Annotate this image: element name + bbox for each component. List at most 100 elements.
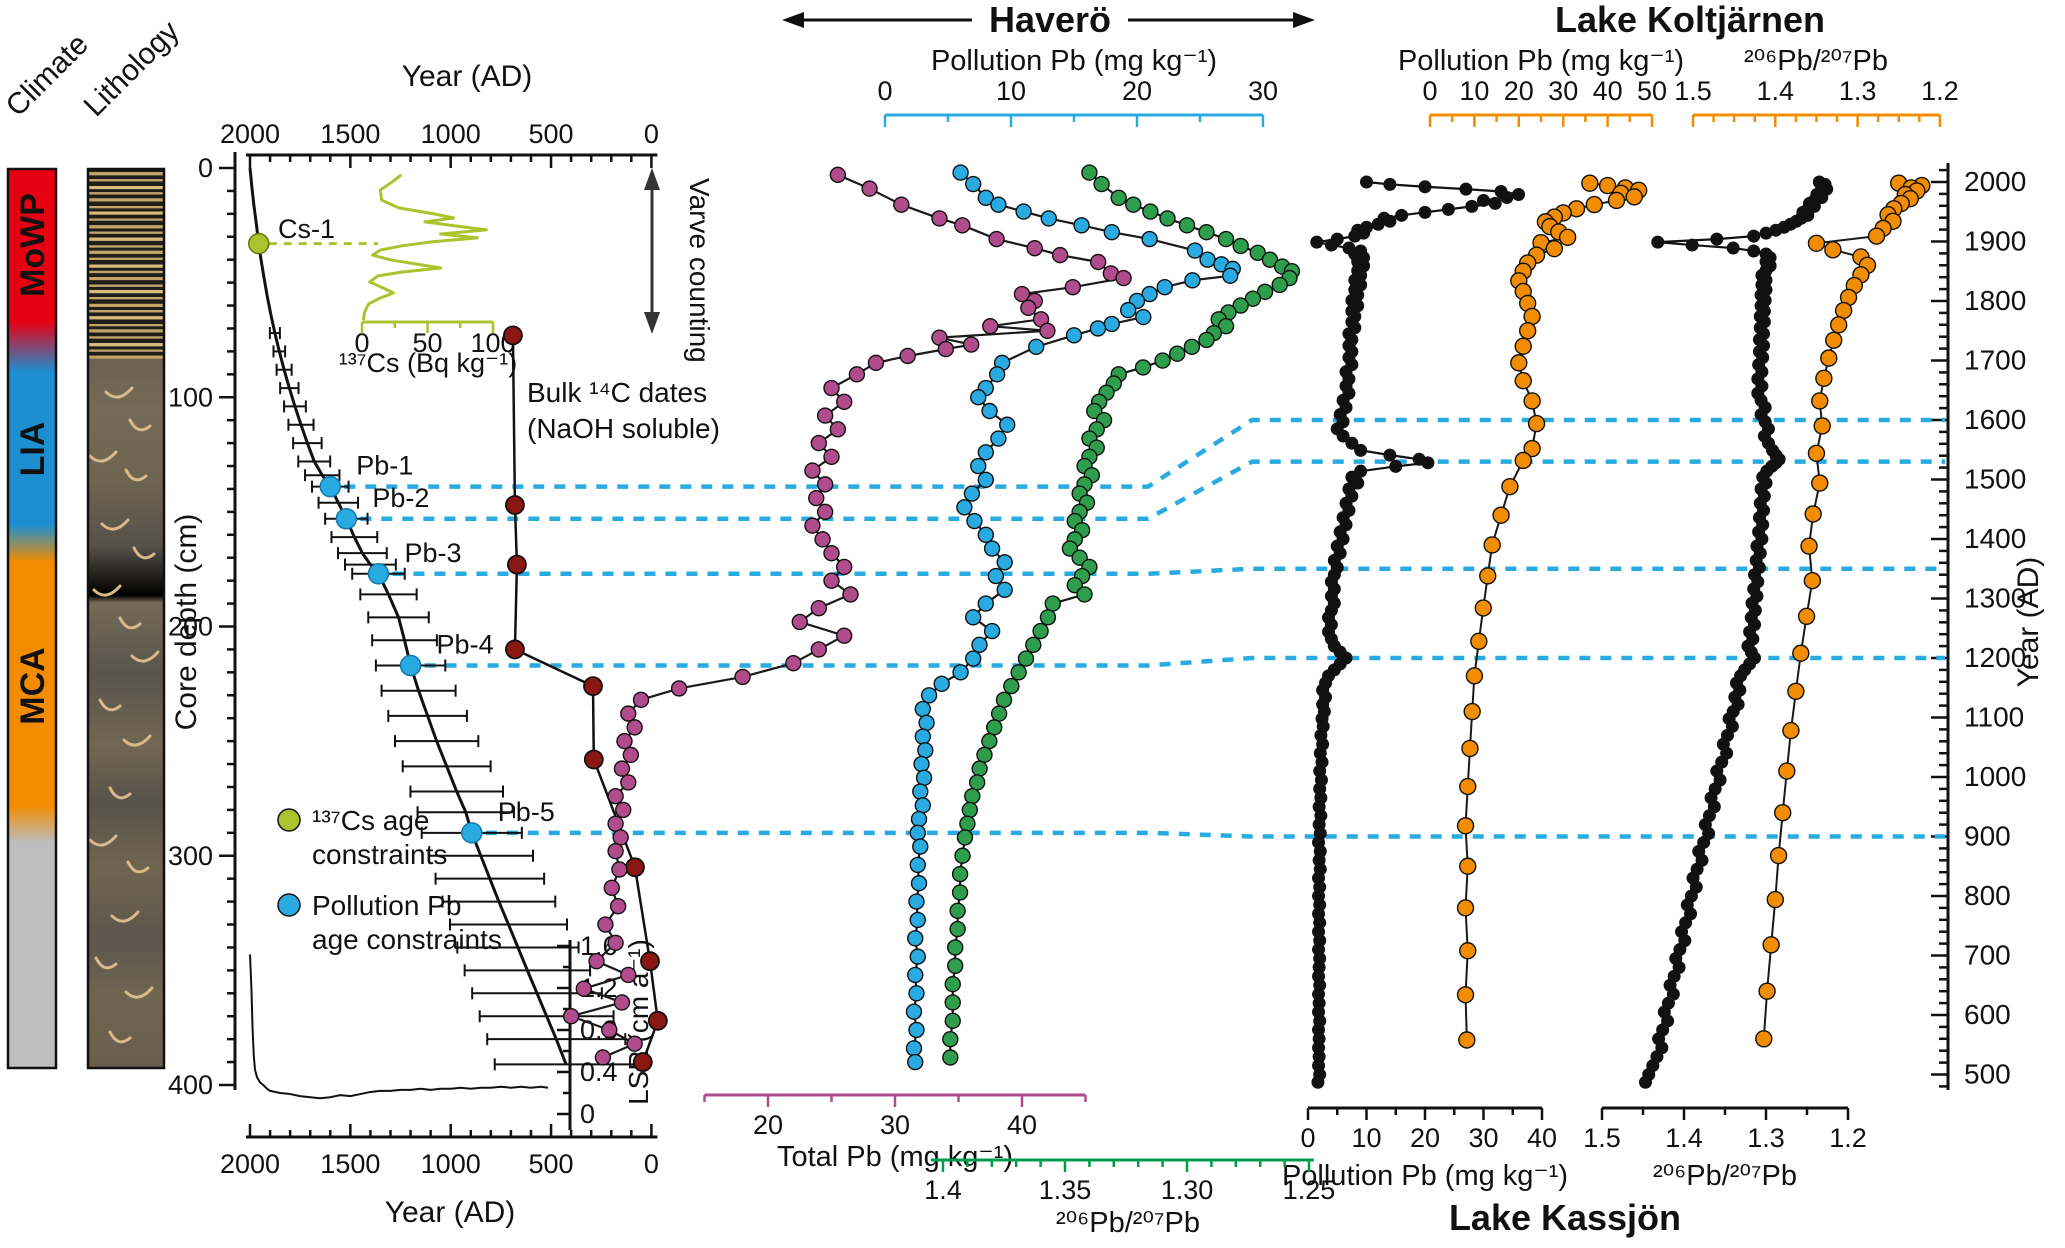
lamina-light: [88, 297, 164, 300]
koltjarnen-pollution-point: [1514, 451, 1532, 470]
axis-tick-label: 1.35: [1039, 1175, 1092, 1205]
total-pb-point: [603, 879, 620, 897]
havero-ratio-point: [947, 939, 964, 956]
kassjon-pollution-point: [1336, 429, 1350, 443]
total-pb-point: [612, 829, 629, 846]
kassjon-ratio-point: [1651, 235, 1665, 249]
axis-tick-label: 50: [412, 328, 442, 358]
koltjarnen-ratio-point: [1774, 804, 1792, 822]
total-pb-point: [836, 393, 853, 411]
koltjarnen-pollution-point: [1492, 506, 1510, 524]
havero-pollution-point: [908, 893, 925, 910]
climate-band-mowp: MoWP: [14, 193, 52, 297]
axis-tick-label: 40: [1593, 76, 1623, 106]
axis-tick-label: 1.4: [1757, 76, 1795, 106]
havero-ratio-point: [1081, 164, 1098, 181]
total-pb-point: [632, 691, 650, 709]
axis-tick-label: 0: [580, 1099, 595, 1129]
lamina-light: [88, 355, 164, 359]
havero-ratio-point: [959, 815, 976, 832]
koltjarnen-pollution-axis-title: Pollution Pb (mg kg⁻¹): [1398, 45, 1684, 77]
axis-tick-label: 1500: [320, 1149, 380, 1179]
axis-tick-label: 30: [1248, 76, 1278, 106]
havero-ratio-point: [976, 746, 993, 764]
total-pb-point: [575, 980, 593, 997]
koltjarnen-ratio-point: [1807, 444, 1826, 463]
total-pb-point: [810, 641, 827, 658]
koltjarnen-ratio-point: [1787, 682, 1805, 701]
correlation-lines-layer: [344, 417, 1945, 839]
lamina-light: [88, 245, 164, 248]
kassjon-pollution-point: [1418, 205, 1432, 219]
total-pb-point: [620, 705, 637, 722]
koltjarnen-pollution-point: [1510, 354, 1528, 372]
lamina-dark: [88, 233, 164, 238]
total-pb-point: [931, 210, 948, 227]
total-pb-point: [594, 1049, 612, 1066]
pb-marker-label-pb-2: Pb-2: [372, 483, 429, 513]
havero-pollution-point: [1103, 223, 1121, 241]
age-depth-curve: [248, 167, 568, 1065]
c14-date-dot: [647, 1010, 668, 1031]
shell-fragment-mark: [124, 468, 148, 482]
havero-pollution-point: [914, 728, 931, 745]
lamina-light: [88, 257, 164, 260]
kassjon-ratio-point: [1726, 241, 1740, 255]
koltjarnen-ratio-point: [1804, 505, 1822, 523]
havero-pollution-point: [1065, 327, 1083, 344]
havero-ratio-point: [944, 975, 961, 993]
havero-arrow-left-head: [782, 12, 804, 28]
havero-ratio-point: [1159, 210, 1176, 227]
pb-marker-label-pb-3: Pb-3: [404, 538, 461, 568]
kassjon-pollution-point: [1324, 238, 1338, 252]
lamina-light: [88, 237, 164, 241]
lamina-dark: [88, 326, 164, 330]
cs1-marker-label: Cs-1: [278, 214, 335, 244]
kassjon-ratio-point: [1685, 238, 1699, 252]
axis-tick-label: 1700: [1964, 345, 2026, 376]
total-pb-point: [814, 531, 831, 548]
koltjarnen-ratio-point: [1813, 417, 1831, 435]
axis-tick-label: 10: [1459, 76, 1489, 106]
axis-tick-label: 1.4: [1665, 1123, 1703, 1153]
havero-ratio-point: [1010, 664, 1027, 681]
havero-ratio-point: [1110, 189, 1127, 207]
koltjarnen-pollution-point: [1474, 599, 1492, 617]
varve-arrow-down-head: [644, 312, 660, 334]
axis-tick-label: 0: [877, 76, 892, 106]
series-layer: Pb-1Pb-2 Pb-3 Pb-4 Pb-5: [248, 164, 1931, 1100]
total-pb-point: [829, 166, 847, 184]
c14-date-dot: [505, 495, 525, 515]
koltjarnen-pollution-point: [1523, 439, 1541, 458]
lamina-light: [88, 186, 164, 190]
havero-pollution-point: [909, 911, 926, 929]
lamina-dark: [88, 201, 164, 207]
shell-fragment-mark: [104, 386, 134, 399]
lamina-dark: [88, 181, 164, 186]
lamina-light: [88, 303, 164, 307]
koltjarnen-pollution-point: [1501, 477, 1519, 496]
koltjarnen-pollution-point: [1483, 536, 1501, 554]
axis-tick-label: 1.2: [1921, 76, 1959, 106]
total-pb-point: [791, 613, 808, 631]
axis-tick-label: 1.5: [1583, 1123, 1621, 1153]
legend-cs137-line1: ¹³⁷Cs age: [312, 805, 430, 836]
pb-marker-label-pb-5: Pb-5: [498, 797, 555, 827]
havero-pollution-point: [1135, 308, 1152, 326]
lamina-light: [88, 192, 164, 195]
havero-pollution-point: [1141, 230, 1158, 248]
total-pb-point: [816, 503, 834, 521]
koltjarnen-ratio-point: [1758, 982, 1776, 1000]
havero-pollution-point: [907, 930, 924, 947]
depth-axis-title: Core depth (cm): [170, 514, 203, 731]
total-pb-point: [785, 654, 802, 672]
axis-tick-label: 2000: [220, 119, 280, 149]
shell-fragment-mark: [124, 986, 154, 999]
lithology-massive-mud: [88, 352, 164, 1068]
total-pb-point: [1064, 279, 1082, 296]
age-depth-panel: Year (AD) Year (AD) Core depth (cm) Cs-1…: [170, 60, 720, 1229]
kassjon-pollution-point: [1360, 175, 1373, 189]
axis-tick-label: 1200: [1964, 642, 2026, 673]
kassjon-pollution-point: [1500, 190, 1514, 204]
axis-tick-label: 900: [1964, 821, 2011, 852]
